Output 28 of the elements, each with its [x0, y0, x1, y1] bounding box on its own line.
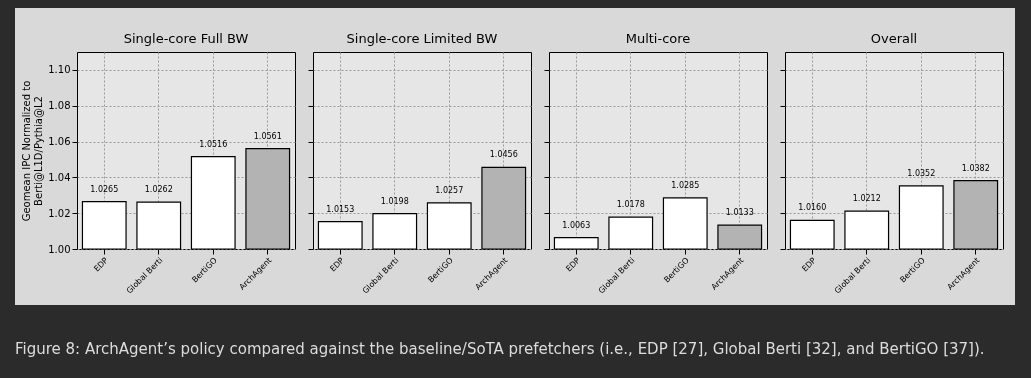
data-label: 1.0352 [907, 168, 936, 178]
y-tick-label: 1.04 [48, 171, 71, 183]
chart-title: Multi-core [625, 31, 691, 46]
data-label: 1.0561 [253, 131, 282, 141]
data-label: 1.0063 [562, 220, 591, 230]
y-tick-label: 1.06 [48, 136, 71, 148]
data-label: 1.0456 [489, 150, 518, 160]
data-label: 1.0198 [380, 196, 409, 206]
chart-title: Single-core Full BW [123, 31, 249, 46]
data-label: 1.0160 [798, 203, 827, 213]
y-tick-label: 1.10 [48, 64, 71, 76]
data-label: 1.0262 [144, 185, 173, 195]
data-label: 1.0153 [326, 204, 355, 214]
data-label: 1.0178 [616, 200, 645, 210]
chart-title: Single-core Limited BW [346, 31, 498, 46]
y-tick-label: 1.00 [48, 243, 71, 255]
data-label: 1.0516 [199, 139, 228, 149]
data-label: 1.0382 [961, 163, 990, 173]
caption: Figure 8: ArchAgent’s policy compared against the baseline/SoTA prefetchers (i.e., EDP [27], Global Berti [32], and BertiGO [37]). [15, 340, 985, 358]
y-tick-label: 1.08 [48, 100, 71, 112]
data-label: 1.0133 [725, 208, 754, 218]
data-label: 1.0285 [671, 180, 700, 190]
chart-title: Overall [870, 31, 918, 46]
y-tick-label: 1.02 [48, 207, 71, 219]
data-label: 1.0257 [435, 185, 464, 195]
data-label: 1.0265 [90, 184, 119, 194]
y-axis-title: Geomean IPC Normalized to Berti@L1D/Pythia@L2 [21, 80, 45, 222]
data-label: 1.0212 [852, 194, 881, 204]
